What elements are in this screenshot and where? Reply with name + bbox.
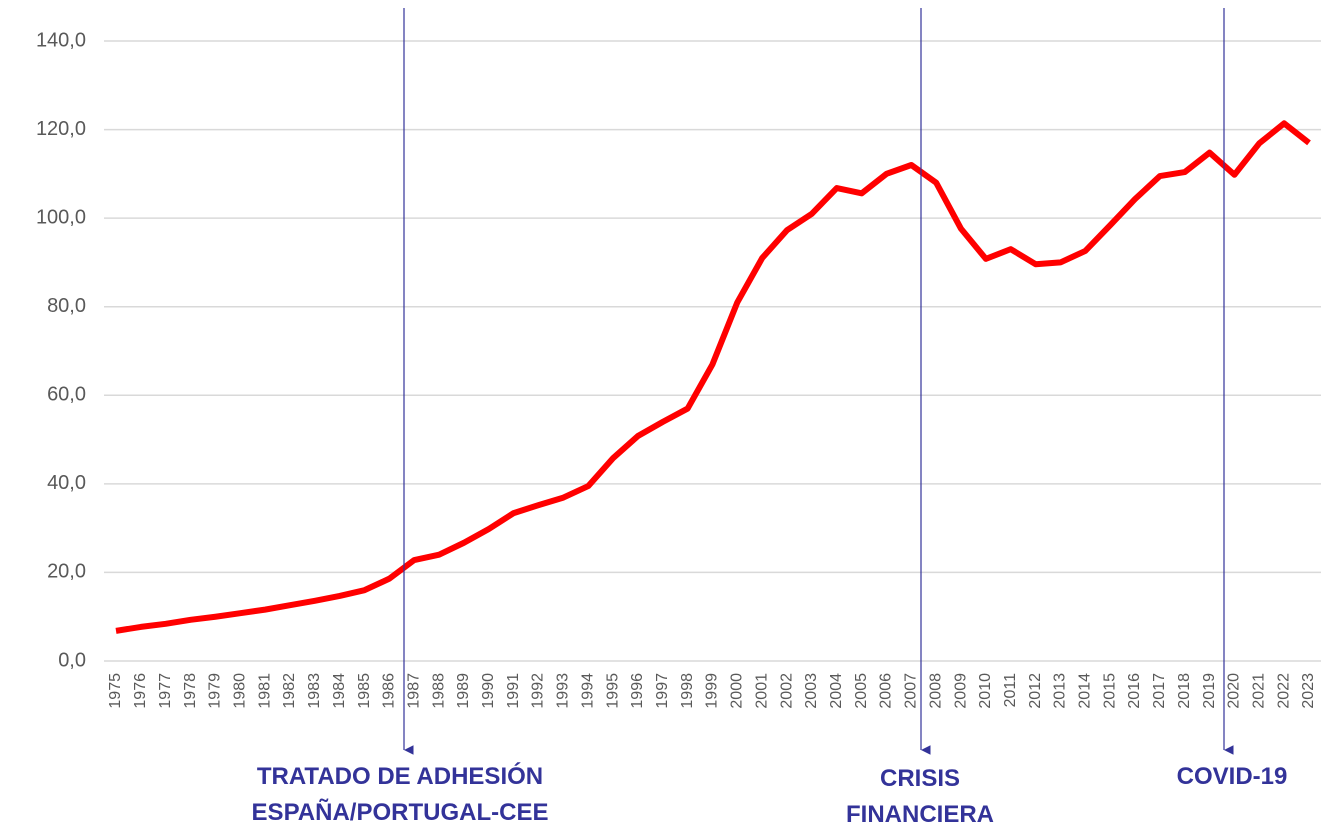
x-tick-label: 1975 [107,673,124,709]
x-tick-label: 2010 [977,673,994,709]
x-tick-label: 1985 [356,673,373,709]
x-tick-label: 2009 [952,673,969,709]
x-tick-label: 1996 [629,673,646,709]
x-tick-label: 1984 [331,673,348,709]
x-tick-label: 1978 [182,673,199,709]
annotation-text: CRISIS [880,765,960,792]
x-tick-label: 2020 [1226,673,1243,709]
x-tick-label: 2022 [1275,673,1292,709]
x-tick-label: 2018 [1176,673,1193,709]
x-tick-label: 2021 [1251,673,1268,709]
y-tick-label: 120,0 [36,118,86,140]
x-tick-label: 1976 [132,673,149,709]
x-tick-label: 2013 [1052,673,1069,709]
x-tick-label: 2003 [803,673,820,709]
y-tick-label: 40,0 [47,472,86,494]
x-tick-label: 2000 [729,673,746,709]
x-tick-label: 2002 [778,673,795,709]
x-tick-label: 1988 [430,673,447,709]
x-tick-label: 1977 [157,673,174,709]
annotation-text: ESPAÑA/PORTUGAL-CEE [252,798,549,826]
x-tick-label: 1982 [281,673,298,709]
x-tick-label: 1991 [505,673,522,709]
x-tick-label: 1986 [381,673,398,709]
x-tick-label: 1981 [256,673,273,709]
x-tick-label: 2011 [1002,673,1019,708]
x-tick-label: 2007 [903,673,920,709]
x-tick-label: 1995 [604,673,621,709]
y-tick-label: 80,0 [47,295,86,317]
x-tick-label: 1990 [480,673,497,709]
x-tick-label: 2014 [1077,673,1094,709]
x-tick-label: 2008 [927,673,944,709]
x-tick-label: 2004 [828,673,845,709]
x-tick-label: 1992 [530,673,547,709]
x-tick-label: 2006 [878,673,895,709]
annotation-text: FINANCIERA [846,801,994,828]
x-tick-label: 1994 [579,673,596,709]
x-tick-label: 1980 [231,673,248,709]
y-tick-label: 20,0 [47,561,86,583]
y-tick-label: 0,0 [58,649,86,671]
x-tick-label: 2012 [1027,673,1044,709]
x-tick-label: 1983 [306,673,323,709]
x-tick-label: 1998 [679,673,696,709]
y-tick-label: 140,0 [36,29,86,51]
x-tick-label: 1993 [555,673,572,709]
y-tick-label: 100,0 [36,206,86,228]
x-tick-label: 2023 [1300,673,1317,709]
x-tick-label: 2015 [1101,673,1118,709]
line-series [115,120,1311,634]
x-tick-label: 1999 [704,673,721,709]
annotation-text: COVID-19 [1177,763,1288,790]
x-tick-label: 2005 [853,673,870,709]
x-tick-label: 2016 [1126,673,1143,709]
x-tick-label: 2019 [1201,673,1218,709]
x-tick-label: 2017 [1151,673,1168,709]
x-tick-label: 1997 [654,673,671,709]
x-tick-label: 2001 [753,673,770,709]
x-tick-label: 1989 [455,673,472,709]
y-tick-label: 60,0 [47,384,86,406]
x-tick-label: 1987 [405,673,422,709]
x-tick-label: 1979 [207,673,224,709]
annotation-text: TRATADO DE ADHESIÓN [257,762,543,790]
